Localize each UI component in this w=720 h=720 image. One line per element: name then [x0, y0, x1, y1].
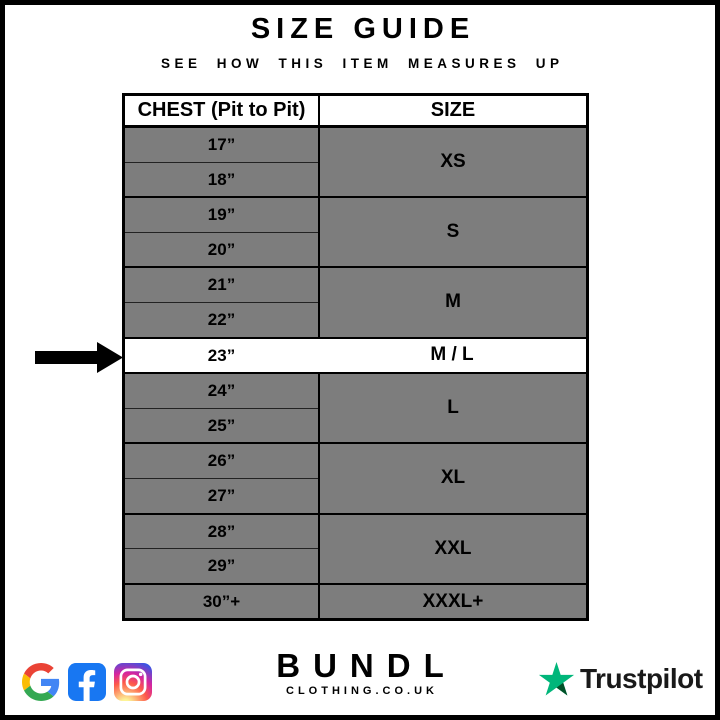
table-header-row: CHEST (Pit to Pit) SIZE [125, 96, 586, 128]
trustpilot-logo: Trustpilot [538, 661, 703, 697]
chest-column: 26” 27” [125, 444, 320, 513]
instagram-icon [114, 663, 152, 701]
size-group: 23” M / L [125, 338, 586, 375]
size-group: 24” 25” L [125, 374, 586, 445]
chest-measurement-cell: 28” [125, 515, 318, 550]
page-subtitle: SEE HOW THIS ITEM MEASURES UP [160, 56, 564, 71]
size-group: 26” 27” XL [125, 444, 586, 515]
chest-column: 23” [125, 339, 318, 373]
size-cell: XXL [434, 537, 472, 559]
brand-logo: BUNDL CLOTHING.CO.UK [0, 649, 720, 697]
chest-measurement-cell: 22” [207, 309, 236, 329]
header-cell-size: SIZE [430, 99, 476, 121]
chest-column: 28” 29” [125, 514, 320, 583]
chest-measurement-cell: 20” [207, 239, 236, 259]
size-group: 30”+ XXXL+ [125, 584, 586, 619]
size-cell: L [447, 397, 459, 419]
trustpilot-label: Trustpilot [580, 663, 703, 694]
chest-measurement-cell: 29” [207, 556, 236, 576]
chest-column: 21” 22” [125, 268, 320, 337]
size-cell: XL [440, 467, 466, 489]
size-cell: XS [440, 151, 466, 173]
chest-column: 24” 25” [125, 374, 320, 443]
size-cell: S [446, 221, 460, 243]
social-icons [22, 663, 152, 701]
table-body: 17” 18” XS 19” 20” S 21” 22” M 23” M / L 24… [125, 128, 586, 619]
chest-measurement-cell: 26” [125, 444, 318, 479]
facebook-icon [68, 663, 106, 701]
chest-column: 17” 18” [125, 128, 320, 197]
size-group: 28” 29” XXL [125, 514, 586, 585]
google-icon [22, 663, 60, 701]
chest-column: 30”+ [125, 584, 320, 619]
chest-measurement-cell: 18” [207, 169, 236, 189]
brand-domain: CLOTHING.CO.UK [286, 685, 438, 697]
size-group: 17” 18” XS [125, 128, 586, 199]
chest-measurement-cell: 17” [125, 128, 318, 163]
chest-measurement-cell: 25” [207, 415, 236, 435]
chest-column: 19” 20” [125, 198, 320, 267]
size-group: 19” 20” S [125, 198, 586, 269]
chest-measurement-cell: 23” [207, 345, 236, 365]
brand-name: BUNDL [276, 647, 457, 684]
trustpilot-star-icon [538, 662, 575, 696]
chest-measurement-cell: 27” [207, 485, 236, 505]
chest-measurement-cell: 30”+ [202, 591, 241, 611]
chest-measurement-cell: 21” [125, 268, 318, 303]
highlight-arrow-icon [35, 342, 123, 373]
size-cell: M [445, 291, 461, 313]
chest-measurement-cell: 19” [125, 198, 318, 233]
chest-measurement-cell: 24” [125, 374, 318, 409]
page-title: SIZE GUIDE [250, 13, 476, 45]
size-group: 21” 22” M [125, 268, 586, 339]
header-cell-chest: CHEST (Pit to Pit) [125, 96, 320, 125]
size-guide-table: CHEST (Pit to Pit) SIZE 17” 18” XS 19” 20”… [122, 93, 589, 622]
size-cell: XXXL+ [422, 590, 484, 612]
size-cell: M / L [430, 344, 474, 366]
